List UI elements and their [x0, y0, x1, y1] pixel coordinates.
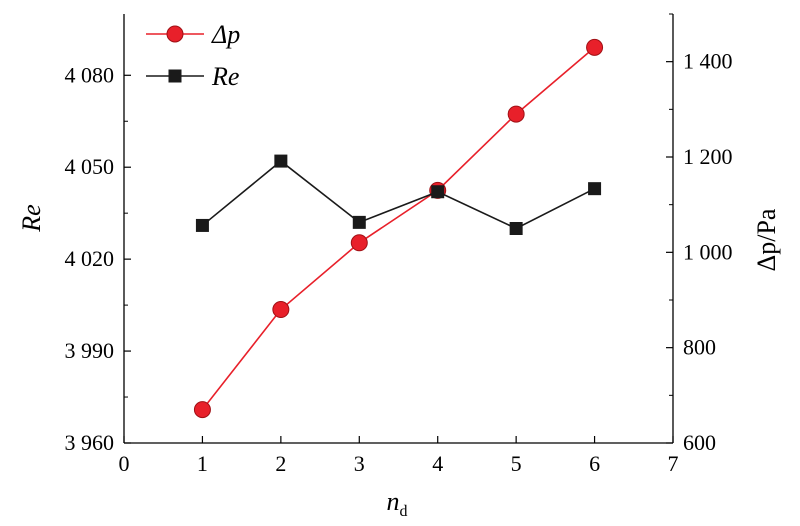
right-y-tick-label: 1 000 [683, 239, 733, 264]
legend: Δp Re [146, 20, 240, 91]
series-layer [193, 38, 604, 419]
legend-marker-re [168, 69, 182, 83]
right-y-tick-label: 1 400 [683, 49, 733, 74]
data-point-re [352, 215, 366, 229]
data-point-dp [193, 401, 211, 419]
legend-label-re: Re [211, 62, 239, 91]
x-tick-label: 5 [511, 451, 522, 476]
right-y-tick-label: 1 200 [683, 144, 733, 169]
x-tick-label: 0 [119, 451, 130, 476]
series-line-dp [201, 46, 596, 411]
right-y-axis-title: Δp/Pa [752, 208, 781, 271]
x-axis-title-sub: d [400, 503, 408, 520]
x-tick-label: 4 [432, 451, 443, 476]
right-y-tick-label: 600 [683, 430, 716, 455]
axes-frame [123, 14, 674, 444]
x-axis-ticks: 0 1 2 3 4 5 6 7 [119, 436, 679, 476]
left-y-tick-label: 3 990 [65, 338, 115, 363]
series-line-re [201, 160, 595, 230]
x-axis-title-main: n [387, 487, 400, 516]
x-tick-label: 7 [668, 451, 679, 476]
left-y-axis-title: Re [17, 204, 46, 232]
data-point-dp [586, 38, 604, 56]
data-point-dp [507, 105, 525, 123]
right-y-tick-label: 800 [683, 335, 716, 360]
x-tick-label: 6 [589, 451, 600, 476]
data-point-re [274, 154, 288, 168]
x-tick-label: 1 [197, 451, 208, 476]
data-point-re [195, 218, 209, 232]
data-point-re [588, 182, 602, 196]
left-y-axis-ticks: 3 960 3 990 4 020 4 050 4 080 [65, 62, 131, 455]
left-y-tick-label: 4 050 [65, 154, 115, 179]
x-tick-label: 2 [275, 451, 286, 476]
data-point-re [431, 185, 445, 199]
left-y-tick-label: 3 960 [65, 430, 115, 455]
left-y-tick-label: 4 020 [65, 246, 115, 271]
left-y-tick-label: 4 080 [65, 62, 115, 87]
right-y-axis-ticks: 600 800 1 000 1 200 1 400 [666, 13, 733, 455]
data-point-dp [350, 234, 368, 252]
legend-label-dp: Δp [211, 20, 240, 49]
data-point-re [509, 222, 523, 235]
data-point-dp [272, 301, 290, 319]
legend-marker-dp [166, 25, 184, 43]
x-axis-title: nd [387, 487, 408, 520]
x-tick-label: 3 [354, 451, 365, 476]
